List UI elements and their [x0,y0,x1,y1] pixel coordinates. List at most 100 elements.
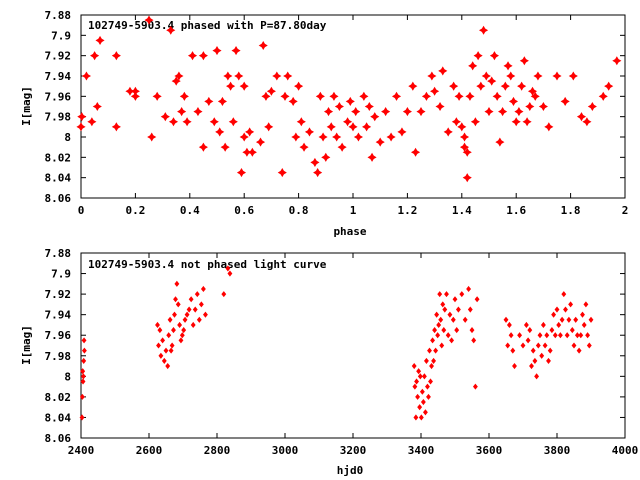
data-point [111,51,121,61]
data-point [527,327,533,334]
data-point [470,117,480,127]
x-tick-label: 0.8 [289,204,309,217]
data-point [449,81,459,91]
y-tick-label: 8 [64,131,71,144]
data-point [503,316,509,323]
y-tick-label: 7.94 [45,70,72,83]
plot-title: 102749-5903.4 not phased light curve [88,258,327,271]
data-point [182,117,192,127]
x-tick-label: 1.6 [506,204,526,217]
data-point [193,107,203,117]
x-tick-label: 3400 [408,444,435,457]
x-tick-label: 1.4 [452,204,472,217]
data-point [413,414,419,421]
data-point [198,301,204,308]
x-tick-label: 1 [350,204,357,217]
data-point [535,342,541,349]
data-point [177,321,183,328]
data-point [530,347,536,354]
data-point [484,107,494,117]
data-point [386,132,396,142]
data-point [588,316,594,323]
data-point [498,107,508,117]
data-point [221,291,227,298]
data-point [520,342,526,349]
data-point [574,332,580,339]
data-point [236,168,247,178]
data-point [416,368,422,375]
data-point [364,101,374,112]
data-point [465,91,475,101]
data-point [280,91,290,101]
data-point [125,86,135,96]
data-point [462,316,468,323]
data-point [188,296,194,303]
data-point [586,342,592,349]
data-point [454,327,460,334]
data-point [147,132,157,142]
data-point [429,363,434,370]
data-point [578,332,584,339]
data-point [511,117,521,127]
x-axis-title: hjd0 [337,464,364,477]
data-point [334,101,344,112]
data-point [77,112,87,122]
data-point [459,142,470,152]
data-point [209,117,219,127]
data-point [546,357,551,364]
data-point [212,46,222,56]
data-point [111,122,121,132]
data-point [559,316,565,323]
data-point [225,265,231,272]
data-point [217,96,228,106]
data-point [529,363,534,370]
data-point [402,107,412,117]
data-point [563,306,568,313]
data-point [560,96,570,106]
data-point [81,347,87,354]
data-point [557,332,563,339]
axis-ticks: 2400 2600 2800 3000 3200 3400 3600 3800 4000 7.88… [45,247,639,457]
data-point [552,71,562,81]
data-point [544,332,550,339]
data-point [571,342,577,349]
x-tick-label: 0.6 [234,204,254,217]
data-point [161,357,167,364]
data-point [581,321,587,328]
data-point [186,306,192,313]
x-tick-label: 4000 [612,444,639,457]
data-point [476,81,486,91]
data-point [451,117,461,127]
data-point [426,393,431,400]
data-point [421,373,427,380]
data-point [478,25,489,35]
data-point [157,327,163,334]
data-point [415,393,421,400]
data-point [517,81,527,91]
data-point [612,56,622,66]
data-point [315,91,325,101]
data-point [500,81,510,91]
data-point [468,61,478,71]
data-point [294,81,304,91]
data-point [421,91,432,101]
data-point [87,117,97,127]
x-tick-label: 2400 [68,444,95,457]
data-point [427,71,437,81]
y-tick-label: 7.9 [51,29,71,42]
data-point [533,71,543,81]
data-point [514,107,524,117]
phased-light-curve-panel: 102749-5903.4 phased with P=87.80day pha… [20,9,628,238]
data-point [76,122,86,132]
y-tick-label: 7.92 [45,288,72,301]
data-point [418,414,424,421]
data-point [80,368,86,375]
data-point [80,373,86,380]
data-point [549,327,555,334]
data-point [519,56,529,66]
data-point [583,301,589,308]
data-point [179,332,185,339]
data-point [80,378,86,385]
unphased-light-curve-panel: 102749-5903.4 not phased light curve hjd… [20,247,638,477]
